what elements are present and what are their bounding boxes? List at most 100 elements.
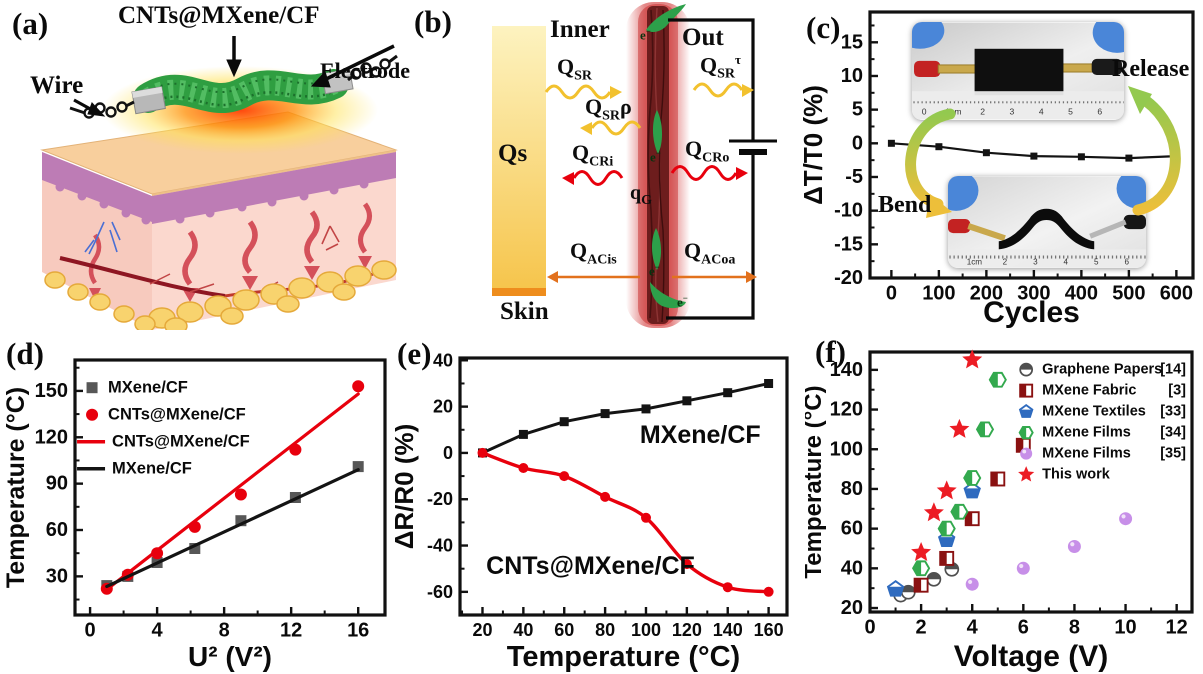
panel-label-f: (f)	[815, 334, 846, 369]
marker-circle	[681, 559, 692, 570]
glove-right	[1092, 22, 1124, 53]
glove-left	[948, 176, 979, 211]
fiber-bar	[626, 2, 690, 328]
rod-right	[1060, 63, 1095, 73]
electron-label-2: e−	[650, 148, 661, 165]
marker-halfHexLeft	[912, 560, 931, 577]
svg-text:140: 140	[713, 620, 743, 640]
svg-text:6: 6	[1124, 258, 1129, 267]
svg-text:1cm: 1cm	[945, 106, 961, 116]
marker-star	[962, 349, 983, 369]
marker-square	[189, 543, 201, 554]
cnt-fiber	[133, 69, 349, 113]
marker-halfHexLeft	[1018, 426, 1034, 440]
skin-illustration	[40, 36, 398, 330]
svg-text:6: 6	[1018, 617, 1029, 639]
marker-circle	[641, 512, 651, 523]
svg-text:4: 4	[1039, 106, 1044, 116]
svg-text:4: 4	[152, 620, 164, 642]
label-qcro: QCRo	[685, 136, 730, 166]
marker-square	[518, 429, 528, 439]
electron-label-4: e−	[677, 293, 688, 310]
svg-text:3: 3	[1010, 106, 1015, 116]
svg-text:600: 600	[1160, 283, 1193, 305]
svg-text:15: 15	[841, 31, 863, 53]
svg-text:CNTs@MXene/CF: CNTs@MXene/CF	[108, 406, 246, 424]
svg-text:-15: -15	[834, 233, 863, 255]
marker-halfCircleTop	[1019, 362, 1034, 377]
marker-square	[352, 461, 364, 473]
panel-label-e: (e)	[397, 336, 432, 371]
svg-text:Temperature (°C): Temperature (°C)	[2, 387, 30, 588]
marker-halfPentagonBottom	[1018, 403, 1034, 418]
svg-text:120: 120	[830, 399, 863, 421]
marker-square	[682, 396, 692, 406]
clip-black	[1091, 58, 1122, 76]
svg-text:MXene/CF: MXene/CF	[640, 421, 761, 449]
glove-left	[912, 22, 945, 49]
svg-text:20: 20	[841, 597, 863, 619]
axis-ticks: 0 4 8 12 16 30 60 90 120 150	[35, 366, 369, 642]
svg-text:10: 10	[1114, 617, 1136, 639]
marker-circle	[518, 463, 529, 473]
svg-text:60: 60	[554, 620, 574, 640]
clip-black	[1123, 214, 1146, 230]
marker-halfSquareLeft	[1019, 383, 1034, 398]
svg-text:12: 12	[280, 620, 302, 642]
svg-text:0: 0	[85, 620, 96, 642]
legend: Graphene Papers[14] MXene Fabric [3] MXene …	[1018, 362, 1186, 483]
marker-square	[1030, 152, 1038, 160]
ruler-bottom-labels: 1cm 2 3 4 5 6	[967, 258, 1130, 267]
marker-sphere	[1020, 447, 1033, 460]
svg-text:Temperature (°C): Temperature (°C)	[507, 641, 740, 673]
svg-text:MXene Textiles: MXene Textiles	[1042, 404, 1146, 420]
svg-text:-40: -40	[427, 536, 453, 556]
legend: MXene/CF CNTs@MXene/CF CNTs@MXene/CF MXene/…	[77, 379, 250, 478]
svg-text:-20: -20	[427, 489, 453, 509]
svg-text:5: 5	[1094, 258, 1099, 267]
bend-photo-art: 1cm 2 3 4 5 6	[948, 176, 1146, 268]
marker-halfHexLeft	[937, 520, 956, 537]
panel-e: 20 40 60 80 100 120 140 160 -60 -40 -20 0 20 40 Temper…	[395, 330, 805, 674]
label-qacis: QACis	[570, 238, 617, 268]
annotation-arrows	[73, 36, 395, 117]
bend-annotation: Bend	[878, 192, 932, 218]
marker-circle	[600, 491, 611, 502]
svg-text:8: 8	[1069, 617, 1080, 639]
marker-star	[949, 418, 970, 438]
fiber-annotation: CNTs@MXene/CF	[118, 2, 320, 29]
svg-text:4: 4	[967, 617, 979, 639]
circuit	[666, 18, 777, 320]
marker-square	[723, 388, 733, 398]
label-qsr-tau: QSRτ	[700, 52, 742, 82]
comparison-chart: 0 2 4 6 8 10 12 20 40 60 80 100 120 140 Voltage (V) Tem…	[805, 349, 1194, 673]
clip-red	[948, 218, 971, 234]
rod-left	[967, 223, 1006, 242]
svg-text:[34]: [34]	[1160, 425, 1186, 441]
marker-halfPentagonBottom	[886, 580, 905, 597]
marker-circle	[86, 408, 99, 421]
marker-halfHexLeft	[988, 371, 1007, 388]
release-annotation: Release	[1112, 56, 1190, 82]
svg-text:80: 80	[841, 478, 863, 500]
photo-release: 0 1cm 2 3 4 5 6	[912, 22, 1124, 120]
svg-text:ΔT/T0 (%): ΔT/T0 (%)	[800, 85, 828, 205]
svg-text:20: 20	[472, 620, 492, 640]
axis-ticks: 0 100 200 300 400 500 600 -20 -15 -10 -5 0 5 10 15	[834, 24, 1193, 305]
panel-d: 0 4 8 12 16 30 60 90 120 150 U² (V²) Temperature (°…	[0, 330, 400, 674]
marker-square	[559, 417, 569, 427]
data-series	[886, 349, 1133, 603]
svg-text:0: 0	[886, 283, 897, 305]
panel-label-c: (c)	[806, 10, 841, 45]
label-skin: Skin	[500, 298, 549, 325]
marker-halfHexLeft	[963, 470, 982, 486]
panel-label-a: (a)	[12, 6, 49, 41]
svg-text:12: 12	[1166, 617, 1188, 639]
radiation-arrows	[544, 82, 757, 283]
svg-text:90: 90	[46, 473, 68, 495]
svg-text:120: 120	[672, 620, 702, 640]
svg-text:MXene Films: MXene Films	[1042, 425, 1131, 441]
panel-label-d: (d)	[6, 336, 44, 371]
marker-square	[764, 379, 774, 388]
